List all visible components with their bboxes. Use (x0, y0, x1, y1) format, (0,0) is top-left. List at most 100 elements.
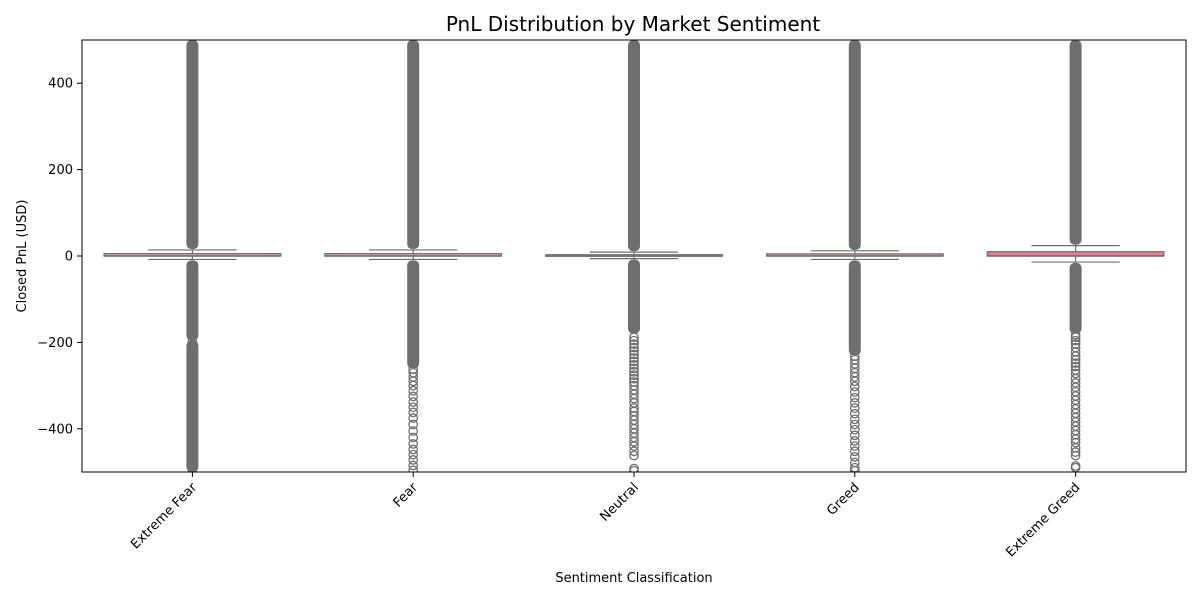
outlier-point (1070, 339, 1081, 349)
outlier-point (849, 387, 860, 397)
box-group-3 (545, 40, 723, 472)
outlier-point (629, 360, 639, 370)
outlier-point (849, 408, 860, 419)
outlier-point (408, 402, 419, 413)
outlier-point (629, 380, 639, 391)
outlier-point (408, 391, 419, 402)
outlier-point (1070, 461, 1081, 471)
outlier-point (187, 336, 198, 347)
outlier-band (186, 260, 199, 341)
outlier-point (629, 373, 639, 384)
outlier-point (849, 436, 860, 446)
outlier-point (629, 363, 639, 374)
outlier-point (1070, 335, 1081, 346)
outlier-point (629, 446, 639, 457)
outlier-point (187, 434, 198, 445)
outlier-point (1070, 332, 1081, 343)
outlier-point (408, 419, 419, 430)
outlier-band (848, 40, 861, 250)
box-group-2 (324, 40, 503, 472)
outlier-point (629, 377, 639, 387)
chart-title: PnL Distribution by Market Sentiment (446, 12, 820, 36)
outlier-band (848, 260, 861, 356)
outlier-point (849, 414, 860, 425)
outlier-point (187, 391, 198, 402)
outlier-point (1070, 329, 1081, 340)
outlier-point (849, 430, 860, 441)
outlier-point (629, 346, 639, 356)
y-tick-label: 0 (65, 250, 73, 265)
outlier-point (1070, 365, 1081, 375)
outlier-point (408, 460, 419, 471)
outlier-point (1070, 342, 1081, 353)
outlier-point (1070, 368, 1081, 379)
outlier-point (629, 332, 639, 343)
y-tick-label: 200 (48, 163, 73, 178)
outlier-point (187, 360, 198, 370)
outlier-point (849, 452, 860, 462)
outlier-point (187, 339, 198, 350)
outlier-point (187, 423, 198, 434)
outlier-point (408, 413, 419, 423)
outlier-point (629, 342, 639, 353)
outlier-point (187, 466, 198, 472)
outlier-point (849, 424, 860, 435)
outlier-point (629, 339, 639, 349)
outlier-point (629, 335, 639, 346)
outlier-band (628, 259, 640, 334)
x-tick-label: Neutral (597, 480, 642, 525)
outlier-band (1069, 40, 1082, 245)
outlier-point (187, 461, 198, 471)
outlier-band (628, 40, 640, 252)
outlier-point (629, 349, 639, 360)
outlier-point (629, 403, 639, 413)
outlier-point (629, 463, 639, 472)
outlier-point (1070, 361, 1081, 372)
outlier-point (849, 441, 860, 451)
x-tick-label: Greed (824, 480, 862, 518)
outlier-point (408, 426, 419, 436)
outlier-point (187, 429, 198, 439)
outlier-point (849, 398, 860, 408)
outlier-point (408, 432, 419, 443)
outlier-point (187, 385, 198, 396)
outlier-point (629, 353, 639, 363)
outlier-band (1069, 262, 1082, 334)
y-axis-label: Closed PnL (USD) (15, 200, 30, 313)
outlier-point (1070, 447, 1081, 457)
box-group-1 (103, 40, 282, 472)
outlier-point (408, 439, 419, 449)
outlier-point (408, 407, 419, 418)
box-group-4 (765, 40, 944, 472)
outlier-point (849, 403, 860, 413)
outlier-point (849, 392, 860, 403)
outlier-point (408, 465, 419, 472)
outlier-point (849, 354, 860, 365)
outlier-point (187, 445, 198, 456)
outlier-band (407, 40, 420, 250)
outlier-point (408, 455, 419, 465)
outlier-point (187, 356, 198, 367)
outlier-point (187, 450, 198, 461)
outlier-point (849, 351, 860, 362)
outlier-point (187, 349, 198, 360)
outlier-point (408, 367, 419, 378)
outlier-point (408, 385, 419, 396)
outlier-point (187, 342, 198, 353)
y-tick-label: −200 (37, 336, 73, 351)
outlier-point (629, 450, 639, 461)
x-tick-label: Fear (391, 480, 422, 511)
outlier-point (187, 353, 198, 363)
x-tick-label: Extreme Fear (128, 480, 201, 553)
outlier-band (407, 260, 420, 369)
outlier-point (629, 366, 639, 377)
outlier-point (1070, 378, 1081, 388)
outlier-point (408, 397, 419, 407)
y-tick-label: −400 (37, 422, 73, 437)
outlier-point (408, 449, 419, 460)
x-tick-label: Extreme Greed (1003, 480, 1083, 560)
outlier-point (849, 446, 860, 457)
outlier-point (187, 413, 198, 423)
x-axis-label: Sentiment Classification (555, 571, 712, 586)
